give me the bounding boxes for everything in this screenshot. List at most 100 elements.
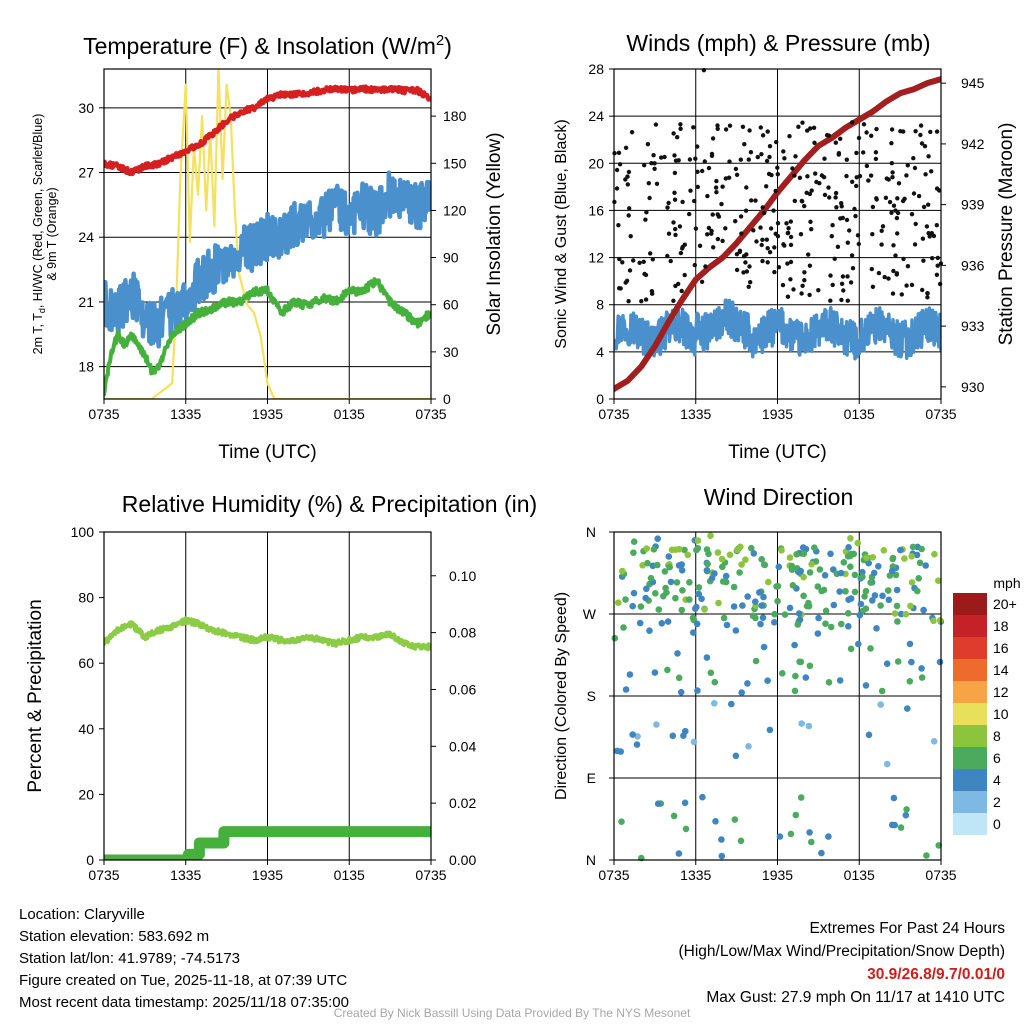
wind-gust-point	[854, 183, 859, 189]
wind-gust-point	[666, 200, 671, 206]
wind-gust-point	[826, 133, 832, 138]
dir-point	[902, 610, 910, 618]
dir-point	[816, 566, 824, 573]
wind-gust-point	[845, 298, 850, 303]
dir-ytick-label: S	[587, 688, 596, 704]
wind-gust-point	[792, 173, 797, 178]
wind-gust-point	[653, 122, 659, 127]
dir-point	[758, 602, 766, 609]
dir-point	[814, 583, 822, 590]
dir-point	[909, 543, 917, 551]
wind-ytick-label: 4	[596, 344, 604, 360]
rh-title: Relative Humidity (%) & Precipitation (i…	[122, 491, 537, 517]
wind-gust-point	[883, 195, 889, 200]
wind-gust-point	[788, 234, 794, 240]
dir-point	[845, 623, 852, 630]
wind-gust-point	[754, 239, 759, 244]
temp-ytick-label: 21	[78, 294, 94, 310]
wind-gust-point	[773, 188, 778, 194]
colorbar-swatch	[953, 769, 987, 791]
wind-gust-point	[792, 198, 797, 204]
rh-ytick-label: 40	[78, 721, 94, 737]
dir-point	[847, 595, 855, 602]
colorbar-label: 0	[993, 816, 1001, 832]
dir-point	[836, 677, 844, 684]
dir-point	[726, 551, 734, 559]
wind-gust-point	[828, 273, 833, 278]
dir-point	[736, 569, 743, 576]
wind-gust-point	[904, 173, 909, 178]
wind-gust-point	[771, 208, 776, 213]
wind-gust-point	[861, 150, 866, 155]
dir-point	[670, 812, 678, 820]
wind-gust-point	[775, 165, 780, 170]
wind-gust-point	[687, 211, 692, 217]
wind-y2label: Station Pressure (Maroon)	[996, 123, 1017, 346]
dir-point	[732, 752, 740, 760]
dir-point	[739, 602, 746, 609]
colorbar-swatch	[953, 813, 987, 835]
wind-gust-point	[864, 163, 870, 169]
wind-gust-point	[921, 204, 927, 210]
wind-xlabel: Time (UTC)	[728, 442, 827, 463]
station-location: Location: Claryville	[19, 906, 145, 923]
wind-gust-point	[925, 295, 930, 300]
wind-gust-point	[625, 182, 630, 187]
dir-point	[806, 569, 814, 576]
rh-y2tick-label: 0.10	[449, 568, 476, 584]
wind-ytick-label: 12	[588, 250, 604, 266]
dir-point	[936, 658, 944, 666]
dir-point	[855, 640, 862, 648]
temp-ytick-label: 30	[78, 100, 94, 116]
wind-gust-point	[626, 299, 631, 304]
dir-point	[630, 549, 637, 556]
dir-point	[837, 569, 845, 577]
dir-point	[811, 544, 818, 551]
temp-xtick-label: 0135	[334, 406, 365, 422]
temp-y2tick-label: 90	[443, 250, 459, 266]
colorbar-unit: mph	[993, 575, 1020, 591]
dir-point	[738, 561, 745, 568]
dir-point	[779, 670, 786, 677]
wind-gust-point	[799, 198, 804, 204]
wind-gust-point	[747, 128, 752, 133]
dir-point	[644, 559, 651, 567]
dir-point	[778, 547, 785, 554]
dir-xtick-label: 0735	[925, 867, 956, 883]
wind-gust-point	[812, 140, 817, 145]
wind-gust-point	[744, 269, 750, 274]
dir-point	[800, 550, 808, 557]
temp-series-temperature-2m-	[104, 84, 431, 177]
rh-y2tick-label: 0.04	[449, 738, 476, 754]
temp-ylabel: 2m T, Td, HI/WC (Red, Green, Scarlet/Blu…	[31, 114, 47, 355]
wind-gust-point	[764, 184, 769, 189]
dir-point	[806, 829, 813, 836]
temp-ytick-label: 24	[78, 229, 94, 245]
wind-gust-point	[788, 259, 794, 265]
colorbar-swatch	[953, 615, 987, 637]
wind-gust-point	[844, 173, 849, 179]
dir-point	[756, 589, 763, 596]
wind-gust-point	[830, 282, 835, 288]
dir-point	[825, 679, 833, 686]
dir-point	[773, 583, 780, 590]
wind-gust-point	[891, 203, 897, 208]
wind-gust-point	[706, 165, 712, 171]
dir-point	[859, 573, 866, 581]
wind-gust-point	[775, 221, 781, 226]
dir-point	[730, 603, 738, 610]
dir-point	[862, 682, 870, 689]
wind-gust-point	[848, 280, 854, 285]
wind-gust-point	[838, 136, 843, 141]
wind-gust-point	[899, 292, 904, 297]
wind-gust-point	[678, 126, 683, 131]
wind-gust-point	[913, 221, 918, 227]
dir-point	[888, 567, 896, 575]
wind-gust-point	[726, 175, 732, 180]
wind-gust-point	[772, 245, 777, 250]
dir-point	[761, 561, 769, 569]
dir-point	[788, 566, 796, 573]
wind-xtick-label: 0135	[844, 406, 875, 422]
wind-gust-point	[919, 141, 925, 146]
dir-point	[695, 590, 703, 598]
